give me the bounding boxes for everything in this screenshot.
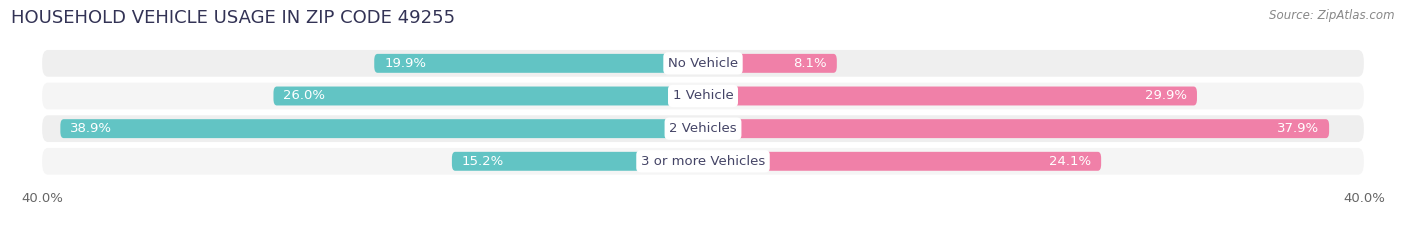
FancyBboxPatch shape: [374, 54, 703, 73]
Text: 24.1%: 24.1%: [1049, 155, 1091, 168]
Text: 19.9%: 19.9%: [384, 57, 426, 70]
FancyBboxPatch shape: [703, 54, 837, 73]
FancyBboxPatch shape: [42, 148, 1364, 175]
FancyBboxPatch shape: [42, 83, 1364, 109]
Text: Source: ZipAtlas.com: Source: ZipAtlas.com: [1270, 9, 1395, 22]
Text: 8.1%: 8.1%: [793, 57, 827, 70]
Text: 26.0%: 26.0%: [284, 89, 325, 102]
Text: 3 or more Vehicles: 3 or more Vehicles: [641, 155, 765, 168]
Text: HOUSEHOLD VEHICLE USAGE IN ZIP CODE 49255: HOUSEHOLD VEHICLE USAGE IN ZIP CODE 4925…: [11, 9, 456, 27]
FancyBboxPatch shape: [273, 87, 703, 106]
Text: 29.9%: 29.9%: [1144, 89, 1187, 102]
FancyBboxPatch shape: [60, 119, 703, 138]
Text: 37.9%: 37.9%: [1277, 122, 1319, 135]
FancyBboxPatch shape: [42, 115, 1364, 142]
FancyBboxPatch shape: [451, 152, 703, 171]
FancyBboxPatch shape: [703, 152, 1101, 171]
Text: 15.2%: 15.2%: [461, 155, 503, 168]
Text: 38.9%: 38.9%: [70, 122, 112, 135]
Text: 1 Vehicle: 1 Vehicle: [672, 89, 734, 102]
FancyBboxPatch shape: [703, 87, 1197, 106]
Text: No Vehicle: No Vehicle: [668, 57, 738, 70]
FancyBboxPatch shape: [703, 119, 1329, 138]
Text: 2 Vehicles: 2 Vehicles: [669, 122, 737, 135]
FancyBboxPatch shape: [42, 50, 1364, 77]
